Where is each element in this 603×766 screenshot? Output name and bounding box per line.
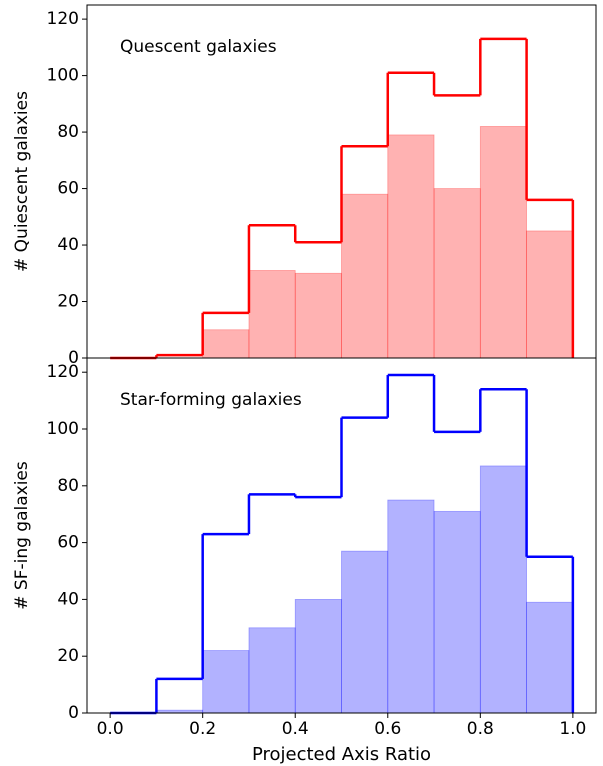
x-tick-label: 1.0 (559, 719, 586, 739)
hist-bar (526, 230, 574, 359)
annotation: Quescent galaxies (120, 37, 277, 57)
x-tick-label: 0.6 (374, 719, 401, 739)
y-axis-label: # Quiescent galaxies (12, 91, 32, 272)
hist-bar (387, 134, 435, 359)
x-axis-label: Projected Axis Ratio (252, 744, 431, 765)
x-tick-label: 0.2 (189, 719, 216, 739)
annotation: Star-forming galaxies (120, 390, 302, 410)
hist-bar (387, 499, 435, 714)
y-tick-label: 20 (57, 292, 79, 312)
y-tick-label: 0 (68, 703, 79, 723)
y-tick-label: 80 (57, 122, 79, 142)
y-tick-label: 80 (57, 476, 79, 496)
hist-bar (248, 627, 296, 714)
hist-bar (433, 510, 481, 714)
hist-bar (202, 650, 250, 714)
y-tick-label: 0 (68, 348, 79, 368)
y-tick-label: 100 (47, 66, 79, 86)
hist-bar (341, 550, 389, 714)
hist-bar (526, 601, 574, 714)
hist-bar (202, 329, 250, 359)
y-tick-label: 120 (47, 362, 79, 382)
hist-bar (294, 272, 342, 359)
x-tick-label: 0.4 (282, 719, 309, 739)
hist-bar (341, 193, 389, 359)
y-tick-label: 20 (57, 646, 79, 666)
y-tick-label: 40 (57, 235, 79, 255)
hist-bar (479, 126, 527, 359)
y-tick-label: 120 (47, 9, 79, 29)
y-axis-label: # SF-ing galaxies (12, 461, 32, 610)
x-tick-label: 0.0 (97, 719, 124, 739)
y-tick-label: 40 (57, 589, 79, 609)
y-tick-label: 100 (47, 419, 79, 439)
hist-bar (479, 465, 527, 714)
x-tick-label: 0.8 (467, 719, 494, 739)
hist-bar (248, 270, 296, 359)
y-tick-label: 60 (57, 533, 79, 553)
axes-frame (86, 357, 597, 714)
hist-bar (294, 599, 342, 714)
hist-bar (433, 188, 481, 359)
y-tick-label: 60 (57, 179, 79, 199)
